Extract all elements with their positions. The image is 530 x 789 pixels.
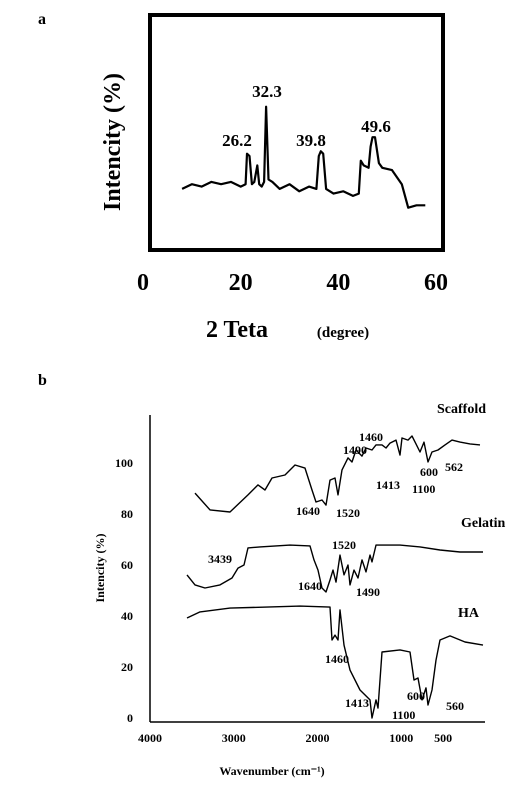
plot-frame <box>148 13 445 252</box>
panel-label: b <box>38 372 47 389</box>
peak-label: 1460 <box>359 430 383 444</box>
y-axis-label: Intencity (%) <box>93 534 107 603</box>
y-tick-label: 0 <box>127 711 133 725</box>
peak-label: 1640 <box>298 579 322 593</box>
panel-label: a <box>38 11 46 28</box>
x-tick-label: 2000 <box>306 731 330 745</box>
peak-label: 1490 <box>356 585 380 599</box>
peak-label: 560 <box>446 699 464 713</box>
peak-label: 49.6 <box>361 117 391 136</box>
x-tick-label: 20 <box>229 270 253 296</box>
x-tick-label: 40 <box>326 270 350 296</box>
peak-label: 1460 <box>325 652 349 666</box>
y-tick-label: 60 <box>121 558 133 572</box>
x-tick-label: 4000 <box>138 731 162 745</box>
y-tick-label: 80 <box>121 507 133 521</box>
y-tick-label: 20 <box>121 660 133 674</box>
x-tick-label: 3000 <box>222 731 246 745</box>
peak-label: 32.3 <box>252 82 282 101</box>
peak-label: 3439 <box>208 552 232 566</box>
peak-label: 1520 <box>332 538 356 552</box>
x-tick-label: 500 <box>434 731 452 745</box>
peak-label: 562 <box>445 460 463 474</box>
spectrum-line <box>186 605 484 719</box>
x-tick-label: 0 <box>137 270 149 296</box>
y-tick-label: 100 <box>115 456 133 470</box>
peak-label: 26.2 <box>222 131 252 150</box>
x-tick-label: 1000 <box>389 731 413 745</box>
peak-label: 1413 <box>345 696 369 710</box>
peak-label: 600 <box>407 689 425 703</box>
peak-label: 1413 <box>376 478 400 492</box>
spectrum-line <box>181 105 426 209</box>
peak-label: 1100 <box>412 482 435 496</box>
spectrum-line <box>194 435 481 513</box>
x-axis-unit: (degree) <box>317 325 369 341</box>
peak-label: 1640 <box>296 504 320 518</box>
peak-label: 39.8 <box>296 131 326 150</box>
peak-label: 1100 <box>392 708 415 722</box>
series-label: Gelatin <box>461 516 506 531</box>
y-axis-label: Intencity (%) <box>100 73 126 211</box>
spectrum-line <box>186 544 483 593</box>
series-label: HA <box>458 606 480 621</box>
peak-label: 1490 <box>343 443 367 457</box>
y-tick-label: 40 <box>121 609 133 623</box>
x-axis-label: Wavenumber (cm⁻¹) <box>219 764 324 778</box>
series-label: Scaffold <box>437 402 486 417</box>
x-tick-label: 60 <box>424 270 448 296</box>
x-axis-label: 2 Teta <box>206 317 268 343</box>
peak-label: 600 <box>420 465 438 479</box>
peak-label: 1520 <box>336 506 360 520</box>
